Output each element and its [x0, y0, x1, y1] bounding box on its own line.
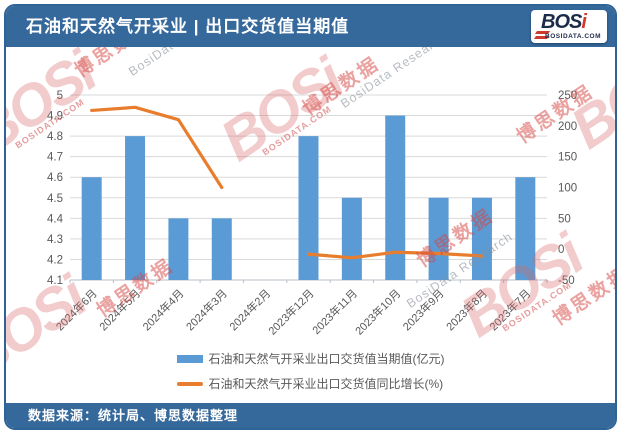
- logo-domain: BOSIDATA.COM: [545, 33, 601, 40]
- watermark-research: BosiData Research: [404, 229, 516, 311]
- category-label: 2024年4月: [139, 286, 186, 333]
- category-label: 2023年11月: [309, 286, 360, 337]
- bar-2023年9月: [428, 197, 449, 280]
- watermark-brand: BOSi BOSIDATA.COM: [449, 223, 594, 350]
- watermark-domain: BOSIDATA.COM: [500, 279, 574, 334]
- bar-2023年10月: [385, 115, 406, 280]
- logo-wordmark: BOSi: [541, 11, 587, 34]
- watermark-brand: BOSi BOSIDATA.COM: [4, 40, 107, 167]
- right-axis-tick: -50: [558, 275, 575, 287]
- category-label: 2024年5月: [96, 286, 143, 333]
- left-axis-tick: 4.2: [47, 254, 63, 266]
- page-title: 石油和天然气开采业 | 出口交货值当期值: [26, 17, 350, 36]
- category-label: 2024年3月: [183, 286, 230, 333]
- category-label: 2023年8月: [443, 286, 490, 333]
- bar-2023年8月: [471, 197, 492, 280]
- right-axis-tick: 200: [558, 121, 577, 133]
- legend-swatch-bar: [176, 354, 203, 363]
- bar-2024年4月: [168, 218, 189, 280]
- left-axis-tick: 4.4: [47, 213, 64, 225]
- right-axis-tick: 50: [558, 213, 571, 225]
- category-label: 2024年2月: [226, 286, 273, 333]
- growth-line: [90, 105, 224, 190]
- bar-2023年12月: [298, 136, 319, 280]
- watermark-brand: BOSi BOSIDATA.COM: [209, 47, 354, 174]
- category-label: 2024年6月: [53, 286, 100, 333]
- category-label: 2023年10月: [352, 286, 403, 337]
- left-axis-tick: 4.5: [47, 193, 63, 205]
- bar-2024年6月: [81, 177, 102, 280]
- left-axis-tick: 4.7: [47, 152, 63, 164]
- left-axis-tick: 5: [57, 90, 63, 102]
- category-label: 2023年7月: [486, 286, 533, 333]
- left-axis-tick: 4.3: [47, 234, 63, 246]
- right-axis-tick: 0: [558, 244, 564, 256]
- logo-text-main: BOS: [541, 11, 582, 33]
- category-label: 2023年12月: [265, 286, 316, 337]
- header-bar: 石油和天然气开采业 | 出口交货值当期值 BOSi BOSIDATA.COM: [6, 6, 615, 47]
- watermark-brand-cn: 博思数据: [549, 263, 617, 330]
- legend-item-line-series: 石油和天然气开采业出口交货值同比增长(%): [176, 375, 444, 392]
- chart-legend: 石油和天然气开采业出口交货值当期值(亿元) 石油和天然气开采业出口交货值同比增长…: [6, 350, 615, 392]
- watermark-brand-cn: 博思数据: [413, 205, 498, 272]
- watermark-brand-cn: 博思数据: [513, 81, 598, 148]
- growth-line: [306, 250, 484, 260]
- right-axis-tick: 250: [558, 90, 577, 102]
- bar-2024年3月: [211, 218, 232, 280]
- left-axis-tick: 4.1: [47, 275, 63, 287]
- watermark-brand: BOSi: [559, 35, 617, 162]
- left-axis-tick: 4.8: [47, 131, 63, 143]
- chart-card: 5 4.9 4.8 4.7 4.6 4.5 4.4 4.3 4.2 4.1 250 200 150 100…: [4, 4, 617, 430]
- watermark-domain: BOSIDATA.COM: [13, 96, 87, 151]
- legend-label-line-series: 石油和天然气开采业出口交货值同比增长(%): [208, 377, 444, 391]
- footer-bar: 数据来源：统计局、博思数据整理: [6, 403, 615, 428]
- bar-2023年7月: [515, 177, 536, 280]
- left-axis-tick: 4.9: [47, 111, 63, 123]
- watermark-brand-cn: 博思数据: [299, 53, 384, 120]
- bar-2024年5月: [125, 136, 146, 280]
- logo-text-accent: i: [581, 11, 586, 33]
- category-label: 2023年9月: [400, 286, 447, 333]
- left-axis-tick: 4.6: [47, 172, 63, 184]
- legend-label-bar-series: 石油和天然气开采业出口交货值当期值(亿元): [208, 352, 445, 366]
- watermark-brand-cn: 博思数据: [93, 255, 178, 322]
- data-source-text: 数据来源：统计局、博思数据整理: [28, 408, 239, 423]
- right-axis-tick: 150: [558, 152, 577, 164]
- right-axis-tick: 100: [558, 183, 577, 195]
- watermark-domain: BOSIDATA.COM: [260, 103, 334, 158]
- bosi-logo: BOSi BOSIDATA.COM: [531, 10, 607, 43]
- legend-swatch-line: [176, 381, 203, 386]
- legend-item-bar-series: 石油和天然气开采业出口交货值当期值(亿元): [176, 350, 445, 367]
- bar-2023年11月: [341, 197, 362, 280]
